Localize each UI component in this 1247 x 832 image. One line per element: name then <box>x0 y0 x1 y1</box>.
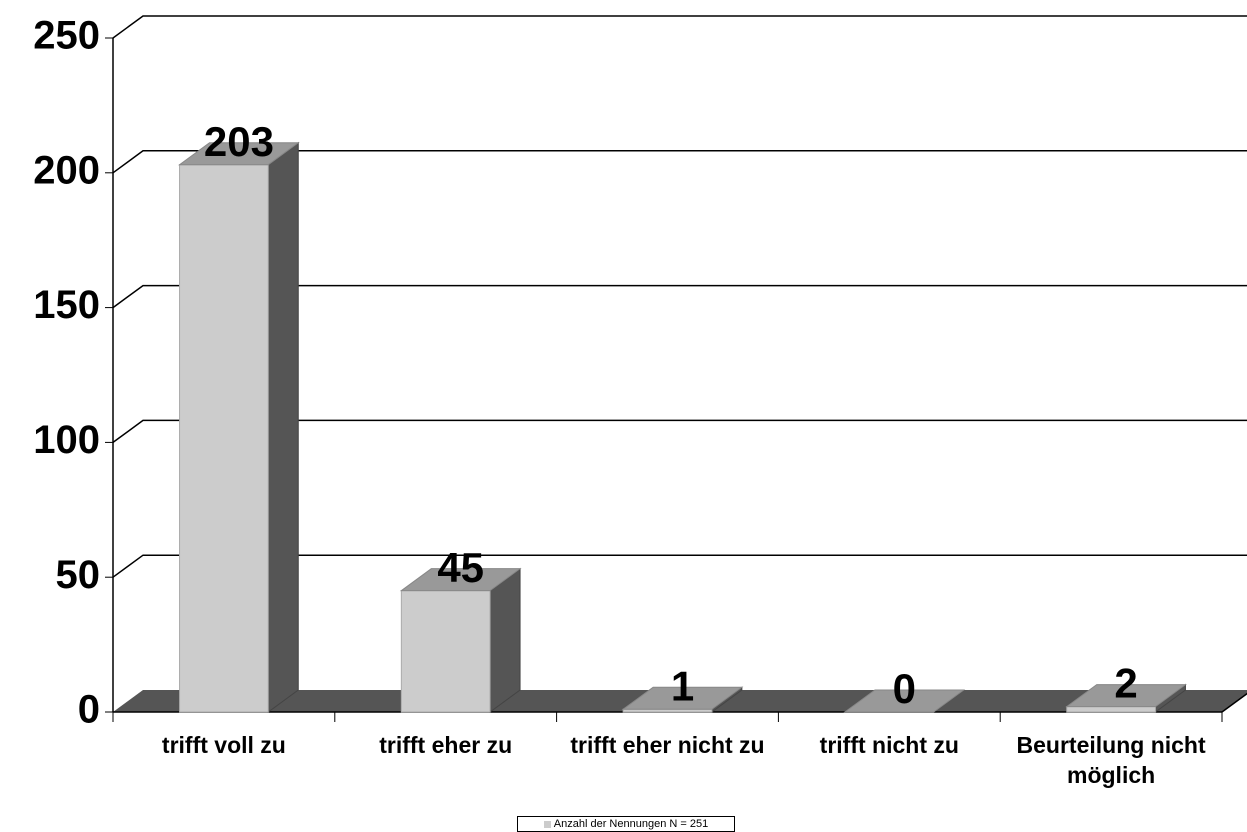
y-tick-label: 50 <box>56 553 101 597</box>
data-label: 0 <box>893 665 916 712</box>
data-label: 1 <box>671 662 694 709</box>
bar-top <box>399 568 522 592</box>
x-tick-label: trifft voll zu <box>161 732 286 758</box>
legend: Anzahl der Nennungen N = 251 <box>517 816 735 832</box>
bar-top <box>1065 684 1187 708</box>
x-tick-label: trifft eher nicht zu <box>570 732 765 758</box>
bar <box>1066 706 1156 713</box>
legend-label: Anzahl der Nennungen N = 251 <box>553 818 709 830</box>
data-label: 2 <box>1114 660 1137 707</box>
bar <box>400 590 491 713</box>
bar-side <box>489 567 521 713</box>
grid-line <box>112 554 1247 578</box>
bar-top <box>843 689 966 713</box>
grid-line <box>112 150 1247 174</box>
bar-side <box>267 141 299 713</box>
legend-swatch <box>543 820 551 828</box>
y-tick-label: 150 <box>33 283 100 327</box>
grid-line <box>112 15 1247 39</box>
data-label: 203 <box>204 118 274 165</box>
bar-top <box>178 142 300 166</box>
y-tick-label: 100 <box>33 418 100 462</box>
bar-top <box>621 686 744 710</box>
y-tick-label: 0 <box>78 688 100 732</box>
x-tick-label: Beurteilung nicht möglich <box>1016 732 1206 788</box>
grid-line <box>112 419 1247 444</box>
y-tick-label: 200 <box>33 148 100 192</box>
x-axis-end <box>1221 692 1247 713</box>
grid-line <box>112 284 1247 309</box>
data-label: 45 <box>437 544 484 591</box>
bar <box>179 164 269 713</box>
y-tick-label: 250 <box>33 14 100 58</box>
x-tick-label: trifft eher zu <box>379 732 513 758</box>
x-tick-label: trifft nicht zu <box>819 732 959 758</box>
